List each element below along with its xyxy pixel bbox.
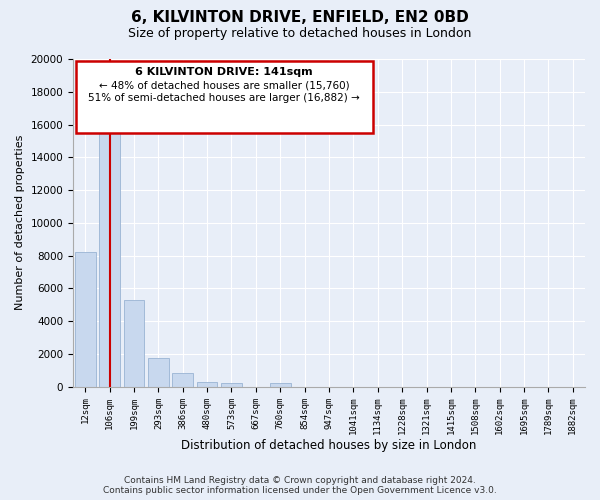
Bar: [172, 374, 193, 386]
FancyBboxPatch shape: [76, 60, 373, 132]
Text: 6 KILVINTON DRIVE: 141sqm: 6 KILVINTON DRIVE: 141sqm: [135, 67, 313, 77]
Bar: [197, 382, 217, 386]
Bar: [124, 300, 145, 386]
Text: 51% of semi-detached houses are larger (16,882) →: 51% of semi-detached houses are larger (…: [88, 94, 360, 104]
X-axis label: Distribution of detached houses by size in London: Distribution of detached houses by size …: [181, 440, 477, 452]
Y-axis label: Number of detached properties: Number of detached properties: [15, 135, 25, 310]
Bar: [270, 384, 290, 386]
Bar: [148, 358, 169, 386]
Bar: [75, 252, 95, 386]
Text: Contains HM Land Registry data © Crown copyright and database right 2024.
Contai: Contains HM Land Registry data © Crown c…: [103, 476, 497, 495]
Text: ← 48% of detached houses are smaller (15,760): ← 48% of detached houses are smaller (15…: [99, 80, 349, 90]
Text: Size of property relative to detached houses in London: Size of property relative to detached ho…: [128, 28, 472, 40]
Bar: [221, 382, 242, 386]
Bar: [99, 116, 120, 386]
Text: 6, KILVINTON DRIVE, ENFIELD, EN2 0BD: 6, KILVINTON DRIVE, ENFIELD, EN2 0BD: [131, 10, 469, 25]
